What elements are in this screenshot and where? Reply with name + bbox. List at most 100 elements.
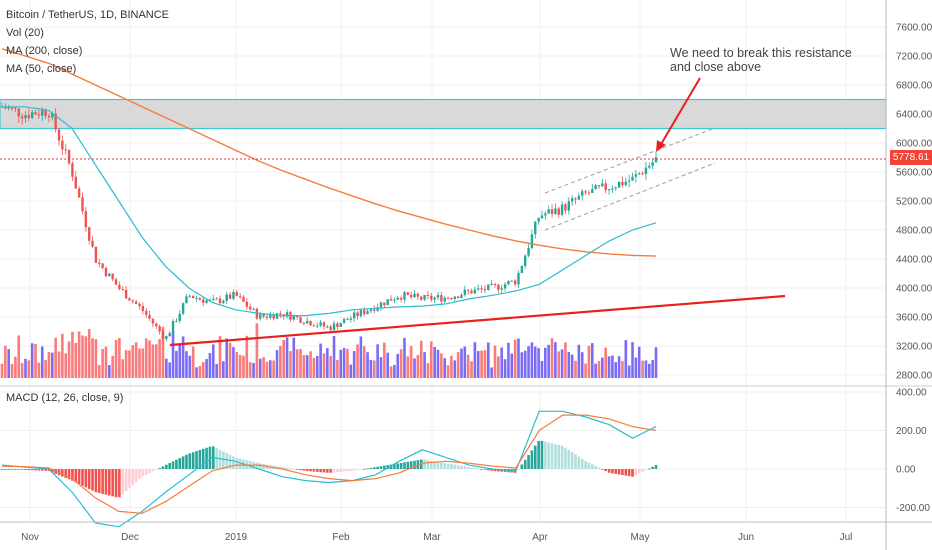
volume-bar bbox=[305, 355, 309, 378]
candle-body bbox=[352, 312, 356, 319]
volume-bar bbox=[265, 361, 269, 378]
candle-body bbox=[228, 294, 232, 299]
candle-body bbox=[235, 292, 238, 296]
volume-bar bbox=[57, 351, 61, 378]
candle-body bbox=[564, 204, 567, 211]
macd-axis-ticks: -200.00 0.00 200.00 400.00 bbox=[896, 388, 930, 515]
volume-bar bbox=[470, 361, 473, 378]
macd-hist-bar bbox=[128, 469, 131, 489]
volume-bar bbox=[460, 348, 463, 378]
macd-hist-bar bbox=[406, 461, 410, 469]
volume-bar bbox=[517, 338, 520, 378]
volume-bar bbox=[611, 355, 614, 378]
macd-tick-label: 200.00 bbox=[896, 426, 927, 437]
volume-bar bbox=[205, 359, 208, 378]
macd-hist-bar bbox=[178, 458, 182, 469]
macd-hist-bar bbox=[580, 458, 584, 469]
volume-bar bbox=[208, 353, 212, 378]
macd-hist-bar bbox=[292, 468, 296, 470]
volume-bar bbox=[20, 362, 24, 378]
volume-bar bbox=[356, 344, 359, 378]
volume-bar bbox=[248, 362, 252, 378]
candle-body bbox=[262, 314, 265, 317]
macd-hist-bar bbox=[171, 461, 175, 469]
candle-body bbox=[118, 284, 121, 289]
volume-bar bbox=[564, 342, 567, 378]
macd-hist-bar bbox=[641, 469, 644, 472]
volume-bar bbox=[27, 360, 31, 378]
candle-body bbox=[363, 310, 366, 315]
candle-body bbox=[148, 314, 151, 319]
candle-body bbox=[614, 187, 617, 189]
candle-body bbox=[44, 109, 47, 116]
candle-body bbox=[349, 318, 352, 320]
candle-body bbox=[507, 280, 510, 285]
volume-bar bbox=[77, 331, 81, 378]
macd-hist-bar bbox=[30, 469, 34, 471]
candle-body bbox=[108, 273, 111, 277]
x-tick-label: Apr bbox=[532, 532, 548, 543]
macd-hist-bar bbox=[450, 464, 453, 469]
y-tick-label: 4800.00 bbox=[896, 226, 932, 237]
macd-hist-bar bbox=[141, 469, 145, 477]
candle-body bbox=[275, 313, 279, 319]
macd-hist-bar bbox=[299, 469, 302, 471]
candle-body bbox=[446, 297, 450, 299]
candle-body bbox=[151, 318, 155, 324]
y-tick-label: 5600.00 bbox=[896, 168, 932, 179]
volume-bar bbox=[322, 353, 326, 378]
candle-body bbox=[534, 221, 537, 235]
macd-hist-bar bbox=[409, 461, 413, 469]
y-tick-label: 3600.00 bbox=[896, 313, 932, 324]
volume-bar bbox=[537, 348, 540, 378]
macd-hist-bar bbox=[540, 440, 544, 469]
candle-body bbox=[470, 290, 473, 294]
candle-body bbox=[131, 300, 134, 302]
macd-hist-bar bbox=[342, 469, 346, 472]
candle-body bbox=[242, 296, 245, 302]
macd-hist-bar bbox=[315, 469, 319, 472]
candle-body bbox=[20, 116, 24, 119]
y-tick-label: 3200.00 bbox=[896, 342, 932, 353]
macd-hist-bar bbox=[403, 462, 406, 469]
volume-bar bbox=[624, 340, 628, 378]
macd-hist-bar bbox=[597, 467, 601, 469]
candle-body bbox=[493, 283, 497, 285]
macd-hist-bar bbox=[218, 449, 222, 469]
candle-body bbox=[480, 288, 483, 290]
candle-body bbox=[383, 302, 386, 306]
volume-bar bbox=[617, 356, 621, 378]
macd-hist-bar bbox=[138, 469, 141, 480]
candle-body bbox=[406, 292, 410, 295]
macd-hist-bar bbox=[225, 453, 229, 469]
volume-bar bbox=[416, 355, 420, 378]
volume-bar bbox=[252, 363, 255, 378]
candle-body bbox=[259, 314, 262, 319]
candle-body bbox=[94, 246, 98, 263]
candle-body bbox=[557, 208, 560, 215]
volume-bar bbox=[419, 340, 423, 378]
candle-body bbox=[594, 185, 597, 190]
candle-body bbox=[654, 157, 658, 163]
volume-bar bbox=[383, 342, 386, 378]
macd-hist-bar bbox=[84, 469, 88, 488]
candle-body bbox=[430, 295, 433, 300]
volume-bar bbox=[242, 355, 245, 378]
volume-bar bbox=[396, 353, 400, 378]
macd-hist-bar bbox=[624, 469, 628, 476]
candle-body bbox=[238, 295, 242, 297]
x-axis-ticks: Nov Dec 2019 Feb Mar Apr May Jun Jul bbox=[21, 532, 852, 543]
volume-bar bbox=[366, 352, 369, 378]
volume-bar bbox=[232, 347, 235, 378]
volume-bar bbox=[279, 345, 282, 378]
candle-body bbox=[490, 283, 493, 285]
volume-bar bbox=[7, 349, 11, 378]
candle-body bbox=[597, 185, 601, 187]
macd-hist-bar bbox=[7, 469, 11, 470]
macd-hist-bar bbox=[111, 469, 114, 497]
candle-body bbox=[396, 297, 399, 300]
macd-hist-bar bbox=[101, 469, 104, 494]
macd-hist-bar bbox=[312, 469, 316, 472]
macd-hist-bar bbox=[289, 468, 292, 470]
